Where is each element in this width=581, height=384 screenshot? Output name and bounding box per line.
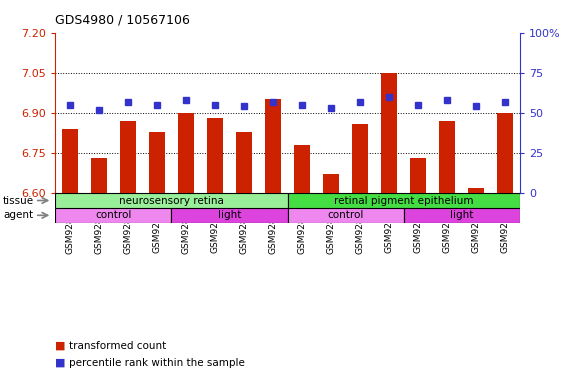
Text: transformed count: transformed count: [69, 341, 166, 351]
Bar: [149, 132, 165, 193]
Bar: [207, 118, 223, 193]
Bar: [323, 174, 339, 193]
Bar: [120, 121, 136, 193]
Text: retinal pigment epithelium: retinal pigment epithelium: [334, 195, 474, 205]
Bar: [468, 188, 485, 193]
Bar: [55, 193, 288, 208]
Text: GDS4980 / 10567106: GDS4980 / 10567106: [55, 14, 190, 27]
Text: tissue: tissue: [3, 195, 34, 205]
Text: light: light: [450, 210, 474, 220]
Bar: [410, 158, 426, 193]
Bar: [497, 113, 514, 193]
Bar: [62, 129, 78, 193]
Bar: [91, 158, 107, 193]
Bar: [439, 121, 456, 193]
Text: percentile rank within the sample: percentile rank within the sample: [69, 358, 245, 368]
Bar: [288, 193, 520, 208]
Bar: [265, 99, 281, 193]
Bar: [178, 113, 194, 193]
Bar: [171, 208, 288, 223]
Text: light: light: [218, 210, 241, 220]
Text: agent: agent: [3, 210, 33, 220]
Bar: [404, 208, 520, 223]
Bar: [352, 124, 368, 193]
Bar: [294, 145, 310, 193]
Text: ■: ■: [55, 341, 66, 351]
Text: control: control: [328, 210, 364, 220]
Bar: [55, 208, 171, 223]
Bar: [236, 132, 252, 193]
Bar: [381, 73, 397, 193]
Text: ■: ■: [55, 358, 66, 368]
Text: control: control: [95, 210, 131, 220]
Bar: [288, 208, 404, 223]
Text: neurosensory retina: neurosensory retina: [119, 195, 224, 205]
